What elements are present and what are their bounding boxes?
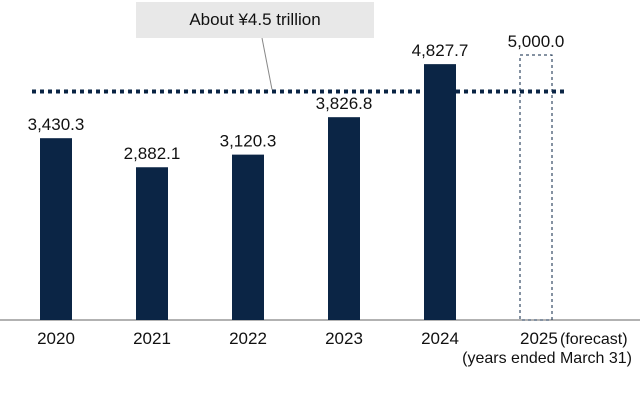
value-label: 4,827.7 (412, 41, 469, 60)
bar-2025-forecast (519, 54, 553, 321)
value-label: 2,882.1 (124, 144, 181, 163)
value-label: 5,000.0 (508, 32, 565, 51)
category-label: 2024 (421, 329, 459, 348)
reference-line-callout: About ¥4.5 trillion (136, 2, 374, 38)
bar-2021 (136, 167, 168, 320)
bar-2022 (232, 154, 264, 320)
value-label: 3,430.3 (28, 115, 85, 134)
category-label: 2021 (133, 329, 171, 348)
value-label: 3,120.3 (220, 132, 277, 151)
callout-pointer (261, 37, 273, 90)
bar-2023 (328, 117, 360, 321)
category-label: 2022 (229, 329, 267, 348)
value-label: 3,826.8 (316, 94, 373, 113)
category-label: 2020 (37, 329, 75, 348)
category-label: 2025 (520, 329, 558, 348)
bar-2024 (424, 64, 456, 320)
forecast-label: (forecast) (560, 331, 628, 348)
category-label: 2023 (325, 329, 363, 348)
footnote: (years ended March 31) (462, 350, 632, 367)
bar-2020 (40, 138, 72, 320)
reference-line-label: About ¥4.5 trillion (189, 10, 321, 29)
